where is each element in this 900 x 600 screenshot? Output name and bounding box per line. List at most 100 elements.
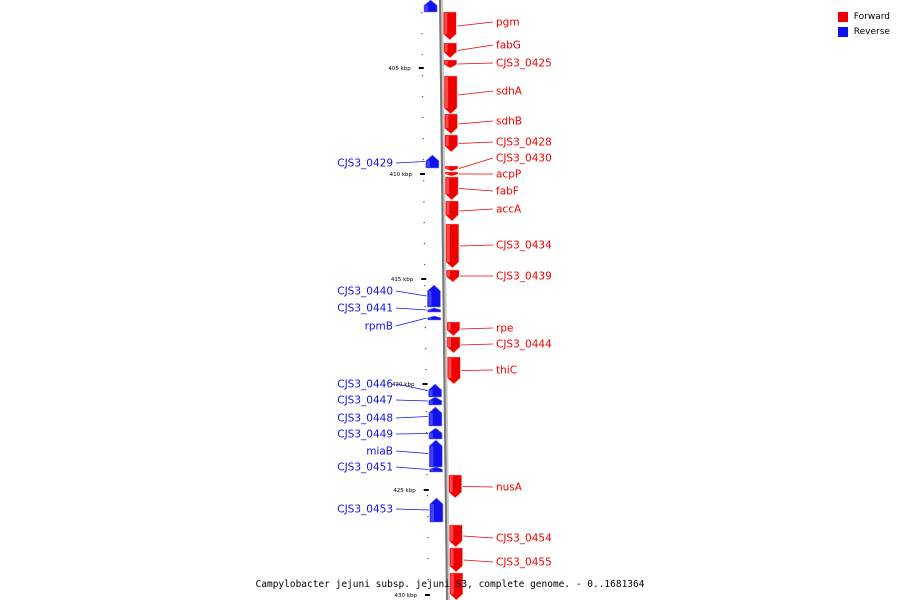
scale-tick-label: 430 kbp xyxy=(395,593,418,599)
scale-dot xyxy=(425,411,427,413)
gene-sdhb-label: sdhB xyxy=(496,116,522,128)
scale-tick-label: 410 kbp xyxy=(390,172,413,178)
scale-dot xyxy=(424,264,426,266)
gene-sdha-shade xyxy=(445,77,449,108)
gene-cjs3-0434-leader xyxy=(459,244,494,247)
scale-dot xyxy=(422,138,424,140)
scale-dot xyxy=(427,558,429,560)
gene-fabg-leader xyxy=(457,44,494,51)
gene-cjs3-0455-shade xyxy=(450,549,454,566)
scale-tick xyxy=(423,489,429,491)
gene-rpe-leader xyxy=(460,327,494,330)
gene-cjs3-0434-label: CJS3_0434 xyxy=(496,240,552,252)
forward-swatch xyxy=(837,11,848,22)
gene-nusa-label: nusA xyxy=(496,482,523,494)
gene-miab-label: miaB xyxy=(366,446,393,458)
gene-fabf-shade xyxy=(446,178,450,194)
scale-tick-label: 405 kbp xyxy=(388,66,411,72)
gene-fabf-label: fabF xyxy=(496,186,519,198)
scale-dot xyxy=(426,495,428,497)
gene-cjs3-0453-label: CJS3_0453 xyxy=(337,504,393,516)
gene-sdhb-shade xyxy=(445,115,449,128)
scale-tick-label: 425 kbp xyxy=(393,488,416,494)
gene-cjs3-0449-shade xyxy=(430,432,434,438)
gene-cjs3-0447-leader xyxy=(395,399,428,402)
gene-cjs3-0440-leader xyxy=(395,290,427,297)
legend-item-reverse: Reverse xyxy=(837,24,890,39)
gene-cjs3-0447-label: CJS3_0447 xyxy=(337,395,393,407)
scale-dot xyxy=(422,117,424,119)
gene-sdha-leader xyxy=(458,90,494,96)
scale-tick xyxy=(424,594,430,596)
scale-dot xyxy=(421,33,423,35)
scale-dot xyxy=(421,54,423,56)
gene-cjs3-0454-leader xyxy=(463,535,494,539)
gene-nusa-shade xyxy=(449,476,453,492)
gene-cjs3-0430-leader xyxy=(458,157,494,169)
gene-cjs3-0441-shade xyxy=(428,309,432,311)
gene-thic-leader xyxy=(461,369,494,371)
scale-tick xyxy=(418,67,424,69)
scale-dot xyxy=(424,327,427,329)
reverse-swatch xyxy=(837,26,848,37)
gene-cjs3-0451-leader xyxy=(395,466,429,470)
backbone-line xyxy=(439,0,448,600)
scale-tick-label: 415 kbp xyxy=(391,277,414,283)
gene-acpp-shade xyxy=(446,173,450,175)
gene-cjs3-0446-shade xyxy=(429,389,433,396)
scale-dot xyxy=(422,96,424,98)
scale-tick xyxy=(420,173,426,175)
gene-cjs3-0444-leader xyxy=(461,343,494,346)
gene-cjs3-0425-leader xyxy=(457,62,494,65)
gene-cjs3-0428-leader xyxy=(458,141,494,144)
gene-fabf-leader xyxy=(459,188,494,192)
gene-cjs3-0454-shade xyxy=(450,526,454,541)
gene-fabg-label: fabG xyxy=(496,40,521,52)
gene-acca-label: accA xyxy=(496,204,522,216)
gene-thic-shade xyxy=(448,358,452,378)
gene-sdha-label: sdhA xyxy=(496,86,523,98)
gene-cjs3-0444-label: CJS3_0444 xyxy=(496,339,552,351)
gene-cjs3-0444-shade xyxy=(448,338,452,347)
gene-cjs3-0428-shade xyxy=(445,136,449,146)
gene-cjs3-0429-label: CJS3_0429 xyxy=(337,158,393,170)
gene-rpmb-leader xyxy=(395,317,427,327)
gene-cjs3-0429-shade xyxy=(426,160,430,167)
legend: Forward Reverse xyxy=(837,9,890,39)
gene-cjs3-0441-leader xyxy=(395,307,427,311)
scale-dot xyxy=(422,159,425,161)
gene-cjs3-0425-label: CJS3_0425 xyxy=(496,58,552,70)
gene-cjs3-0429-leader xyxy=(395,161,425,164)
gene-rpe-label: rpe xyxy=(496,323,513,335)
gene-miab-shade xyxy=(430,446,434,466)
scale-dot xyxy=(423,243,426,245)
gene-cjs3-0439-shade xyxy=(447,271,451,277)
gene-cjs3-0453-shade xyxy=(430,504,434,521)
gene-cjs3-0446-leader xyxy=(395,383,428,391)
scale-tick xyxy=(422,383,428,385)
gene-cjs3-0430-label: CJS3_0430 xyxy=(496,153,552,165)
scale-dot xyxy=(423,222,425,224)
gene-cjs3-0449-label: CJS3_0449 xyxy=(337,429,393,441)
gene-cjs3-0440-label: CJS3_0440 xyxy=(337,286,393,298)
gene-sdhb-leader xyxy=(458,120,494,125)
gene-miab-leader xyxy=(395,450,429,454)
gene-cjs3-0441-label: CJS3_0441 xyxy=(337,303,393,315)
gene-rpmb-shade xyxy=(428,317,432,319)
gene-cjs3-0428-label: CJS3_0428 xyxy=(496,137,552,149)
scale-dot xyxy=(425,369,427,371)
gene-cjs3-0447-shade xyxy=(429,400,433,404)
gene-cjs3-0455-leader xyxy=(463,559,494,563)
legend-forward-label: Forward xyxy=(853,11,890,22)
gene-cjs3-0451-label: CJS3_0451 xyxy=(337,462,393,474)
scale-dot xyxy=(424,306,426,308)
gene-pgm-label: pgm xyxy=(496,17,520,29)
scale-dot xyxy=(424,285,426,287)
scale-dot xyxy=(421,12,423,14)
gene-cjs3-0440-shade xyxy=(428,291,432,306)
gene-cjs3-0434-shade xyxy=(446,225,450,262)
gene-acca-leader xyxy=(459,208,494,212)
gene-unlabeled-shade xyxy=(450,574,454,594)
scale-dot xyxy=(423,201,425,203)
